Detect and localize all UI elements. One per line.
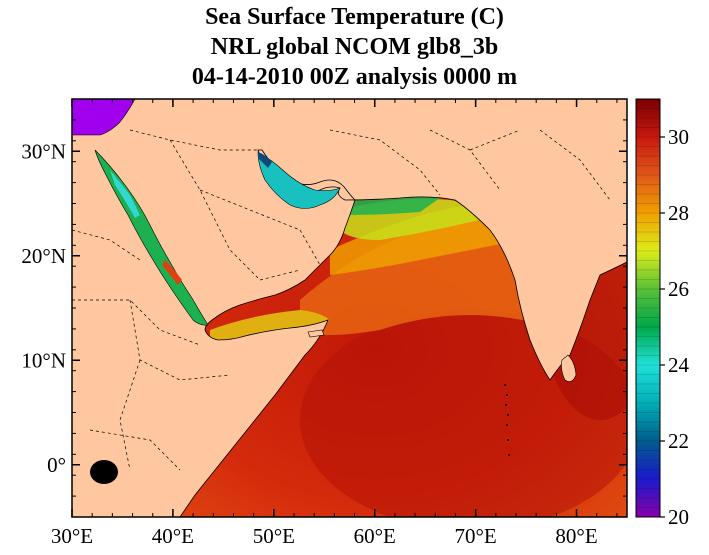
mediterranean-sea (72, 99, 136, 136)
red-sea-warm-patch (162, 260, 182, 285)
lake-victoria (90, 460, 118, 484)
map-area (72, 99, 627, 517)
x-axis: 30°E 40°E 50°E 60°E 70°E 80°E (51, 99, 618, 548)
red-sea-north-cool (110, 170, 140, 218)
colorbar-label: 20 (668, 505, 689, 529)
gulf-of-aden (210, 310, 330, 341)
colorbar-label: 26 (668, 277, 689, 301)
title-line-1: Sea Surface Temperature (C) (205, 4, 504, 30)
y-tick-label: 0° (47, 453, 66, 477)
colorbar-ticks: 30 28 26 24 22 20 (636, 98, 690, 529)
x-tick-label: 50°E (253, 524, 295, 548)
title-line-3: 04-14-2010 00Z analysis 0000 m (191, 64, 518, 90)
y-tick-label: 30°N (21, 139, 66, 163)
y-tick-label: 10°N (21, 348, 66, 372)
colorbar-label: 22 (668, 429, 689, 453)
persian-gulf-cold-tip (258, 152, 272, 168)
y-axis: 30°N 20°N 10°N 0° (21, 98, 627, 518)
colorbar-label: 28 (668, 201, 689, 225)
x-tick-label: 40°E (152, 524, 194, 548)
sri-lanka (561, 354, 577, 382)
arabian-sea-yellow-band (330, 205, 520, 275)
country-borders (72, 129, 611, 471)
y-tick-label: 20°N (21, 244, 66, 268)
x-tick-label: 60°E (354, 524, 396, 548)
socotra-island (307, 329, 325, 338)
maldives-islands (504, 384, 510, 456)
x-tick-label: 80°E (555, 524, 597, 548)
x-tick-label: 70°E (455, 524, 497, 548)
title-line-2: NRL global NCOM glb8_3b (210, 34, 499, 60)
colorbar-label: 30 (668, 125, 689, 149)
colorbar-label: 24 (668, 353, 690, 377)
colorbar-scale (635, 98, 661, 518)
persian-gulf (257, 151, 341, 209)
arabian-sea-warm-band (300, 219, 560, 335)
land-masses (72, 99, 627, 517)
x-tick-label: 30°E (51, 524, 93, 548)
colorbar: 30 28 26 24 22 20 (635, 98, 690, 529)
